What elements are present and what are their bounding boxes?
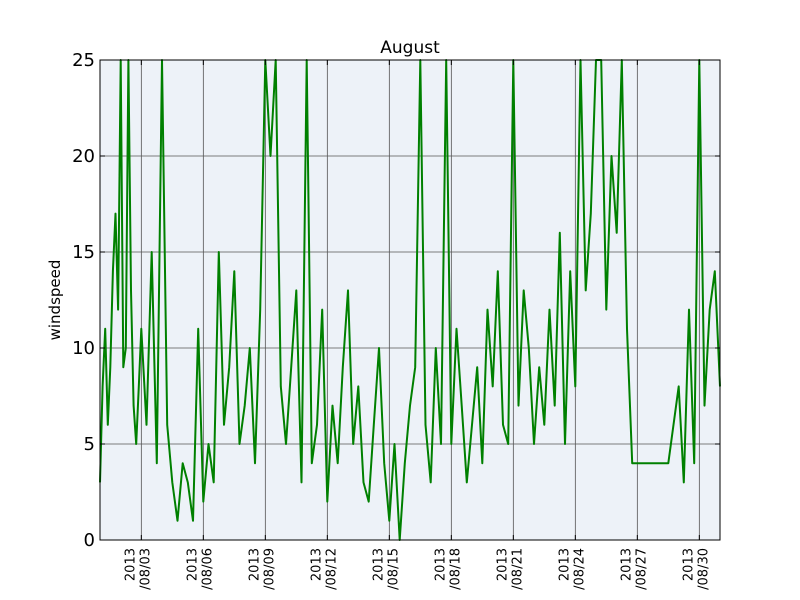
x-tick-label-date: /08/03 xyxy=(138,548,153,590)
x-tick-label-year: 2013 xyxy=(247,548,262,581)
grid xyxy=(100,59,720,541)
x-tick-label: 2013/08/21 xyxy=(495,548,525,590)
x-tick-label-date: /08/30 xyxy=(696,548,711,590)
x-tick-label-date: /08/12 xyxy=(324,548,339,590)
y-tick-label: 0 xyxy=(84,530,95,551)
x-axis: 2013/08/03 2013/08/06 2013/08/09 2013/08/12… xyxy=(123,60,711,590)
chart-title: August xyxy=(380,38,440,58)
x-tick-label-date: /08/06 xyxy=(200,548,215,590)
x-tick-label: 2013/08/06 xyxy=(185,548,215,590)
x-tick-label-year: 2013 xyxy=(681,548,696,581)
series-line xyxy=(99,59,721,541)
x-tick-label: 2013/08/27 xyxy=(619,548,649,590)
x-tick-label: 2013/08/03 xyxy=(123,548,153,590)
x-tick-label-year: 2013 xyxy=(619,548,634,581)
x-tick-label-date: /08/27 xyxy=(634,548,649,590)
x-tick-label-year: 2013 xyxy=(433,548,448,581)
x-tick-label: 2013/08/18 xyxy=(433,548,463,590)
x-tick-label-date: /08/09 xyxy=(262,548,277,590)
x-tick-label-year: 2013 xyxy=(371,548,386,581)
y-axis-label: windspeed xyxy=(46,260,64,341)
x-tick-label-date: /08/15 xyxy=(386,548,401,590)
y-axis: 0 5 10 15 20 25 xyxy=(72,50,720,551)
x-tick-label: 2013/08/15 xyxy=(371,548,401,590)
x-tick-label-date: /08/21 xyxy=(510,548,525,590)
x-tick-label-date: /08/18 xyxy=(448,548,463,590)
series-layer xyxy=(99,59,721,541)
x-tick-label-year: 2013 xyxy=(557,548,572,581)
plot-frame xyxy=(99,59,721,541)
x-tick-label-year: 2013 xyxy=(185,548,200,581)
y-tick-label: 15 xyxy=(72,242,95,263)
y-tick-label: 5 xyxy=(84,434,95,455)
y-tick-label: 10 xyxy=(72,338,95,359)
x-tick-label: 2013/08/09 xyxy=(247,548,277,590)
x-tick-label: 2013/08/24 xyxy=(557,548,587,590)
x-tick-label-year: 2013 xyxy=(495,548,510,581)
y-tick-label: 20 xyxy=(72,146,95,167)
x-tick-label-year: 2013 xyxy=(309,548,324,581)
x-tick-label-date: /08/24 xyxy=(572,548,587,590)
x-tick-label: 2013/08/12 xyxy=(309,548,339,590)
y-tick-label: 25 xyxy=(72,50,95,71)
x-tick-label-year: 2013 xyxy=(123,548,138,581)
x-tick-label: 2013/08/30 xyxy=(681,548,711,590)
